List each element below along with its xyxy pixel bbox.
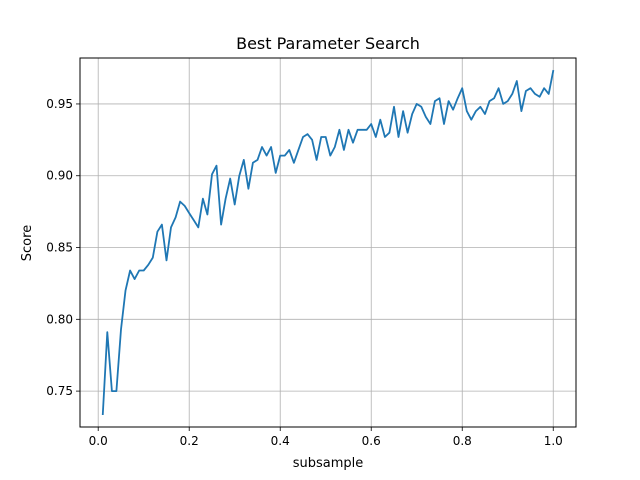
y-axis-label: Score: [20, 225, 35, 261]
x-tick-label: 0.6: [362, 434, 381, 448]
plot-frame: [79, 57, 577, 428]
grid: [80, 58, 576, 427]
x-tick-label: 1.0: [544, 434, 563, 448]
x-tick-label: 0.4: [271, 434, 290, 448]
y-tick-label: 0.75: [46, 384, 73, 398]
chart-title: Best Parameter Search: [236, 34, 420, 53]
x-axis-label: subsample: [293, 456, 364, 471]
y-tick-label: 0.80: [46, 312, 73, 326]
x-tick-label: 0.8: [453, 434, 472, 448]
x-tick-label: 0.0: [89, 434, 108, 448]
series-line: [101, 69, 555, 416]
x-tick-label: 0.2: [180, 434, 199, 448]
y-tick-label: 0.95: [46, 97, 73, 111]
y-tick-label: 0.85: [46, 241, 73, 255]
y-tick-label: 0.90: [46, 169, 73, 183]
x-axis: 0.0 0.2 0.4 0.6 0.8 1.0: [89, 427, 563, 448]
y-axis: 0.75 0.80 0.85 0.90 0.95: [46, 97, 80, 398]
